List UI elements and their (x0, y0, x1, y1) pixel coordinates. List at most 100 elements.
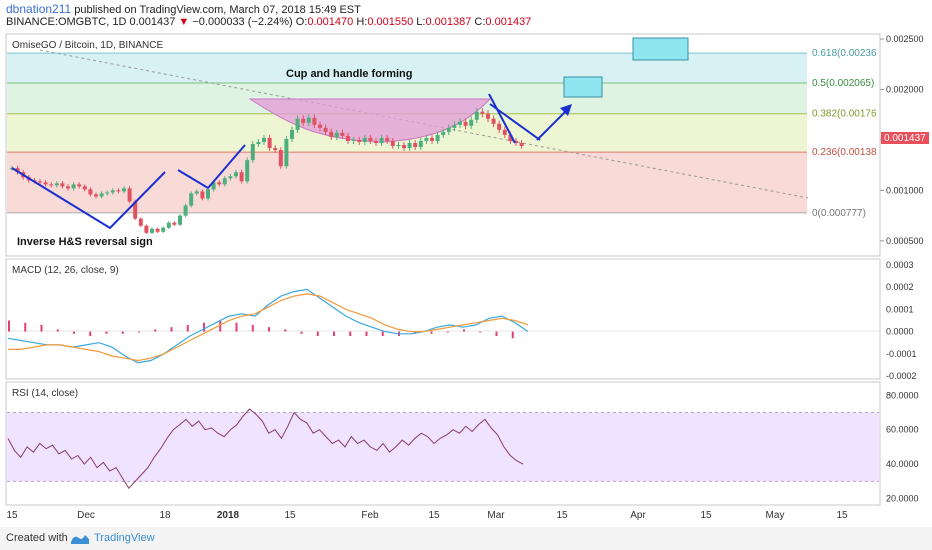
x-tick-label: Feb (361, 510, 379, 521)
candle-body (183, 205, 188, 216)
y-tick-label: 0.001000 (886, 185, 924, 195)
candle-body (346, 135, 350, 141)
x-tick-label: 15 (700, 510, 712, 521)
ohlc-line: BINANCE:OMGBTC, 1D 0.001437 ▼ −0.000033 … (6, 16, 531, 28)
publish-line: dbnation211 published on TradingView.com… (6, 2, 361, 16)
last-price: 0.001437 (129, 16, 176, 28)
candle-body (245, 160, 250, 182)
fib-label-05: 0.5(0.002065) (812, 78, 874, 89)
candle-body (267, 137, 272, 149)
candle-body (262, 137, 266, 142)
change-value: −0.000033 (−2.24%) (192, 16, 293, 28)
candle-body (385, 137, 390, 141)
chart-canvas[interactable]: 0.618(0.00236 0.5(0.002065) 0.382(0.0017… (0, 0, 932, 527)
arrow-head-icon (560, 104, 572, 116)
macd-hist-bar (154, 329, 157, 332)
published-text: published on TradingView.com, March 07, … (74, 4, 361, 16)
breakout-arrow[interactable] (536, 107, 570, 141)
macd-hist-bar (251, 324, 254, 332)
macd-hist-bar (333, 331, 335, 337)
candle-body (357, 139, 362, 142)
candle-body (374, 140, 378, 143)
tradingview-logo-icon (71, 535, 89, 544)
x-tick-label: Dec (77, 510, 95, 521)
macd-hist-bar (381, 331, 384, 337)
candle-body (458, 121, 462, 125)
candle-body (77, 184, 82, 187)
annotation-cup-handle: Cup and handle forming (286, 68, 413, 80)
candle-body (189, 193, 194, 206)
y-tick-label: 0.002000 (886, 85, 924, 95)
cup-drawing-left[interactable] (177, 144, 246, 190)
macd-hist-bar (430, 331, 433, 334)
candle-body (497, 123, 502, 130)
candle-body (413, 142, 418, 148)
candle-body (60, 183, 65, 187)
price-pane-frame (5, 33, 881, 257)
handle-drawing[interactable] (488, 93, 516, 144)
candle-body (284, 138, 289, 167)
candle-body (306, 117, 311, 123)
macd-hist-bar (56, 329, 59, 332)
rsi-pane-frame (5, 381, 881, 506)
handle-drawing-right[interactable] (489, 103, 541, 141)
candle-body (519, 142, 524, 147)
macd-pane-frame (5, 258, 881, 380)
candle-body (502, 129, 507, 135)
candle-body (424, 137, 429, 141)
created-with-label: Created with (6, 532, 68, 544)
fib-label-0236: 0.236(0.00138 (812, 147, 877, 158)
symbol-label: BINANCE:OMGBTC, 1D (6, 16, 127, 28)
macd-hist-bar (349, 331, 352, 337)
candle-body (446, 127, 451, 132)
low-label: L: (416, 16, 426, 28)
fib-label-0382: 0.382(0.00176 (812, 109, 877, 120)
down-arrow-icon: ▼ (178, 16, 190, 28)
macd-hist-bar (511, 331, 514, 339)
candle-body (138, 218, 143, 226)
candle-body (407, 142, 412, 149)
candle-body (514, 140, 518, 143)
candle-body (318, 124, 322, 128)
candle-body (66, 186, 70, 189)
target-box-upper[interactable] (632, 37, 689, 61)
rsi-y-tick-label: 40.0000 (886, 459, 919, 469)
candle-body (390, 140, 395, 147)
rsi-line (7, 408, 524, 490)
macd-hist-bar (8, 320, 10, 332)
rsi-y-tick-label: 60.0000 (886, 425, 919, 435)
candle-body (15, 168, 20, 173)
signal-line (8, 293, 529, 362)
tradingview-link[interactable]: TradingView (94, 532, 155, 544)
macd-hist-bar (89, 331, 92, 337)
macd-histogram (8, 320, 514, 339)
close-value: 0.001437 (485, 16, 532, 28)
rsi-y-tick-label: 20.0000 (886, 494, 919, 504)
candle-body (396, 145, 401, 147)
inverse-hs-drawing[interactable] (11, 167, 166, 230)
macd-hist-bar (40, 324, 43, 332)
time-axis: 15 Dec 18 2018 15 Feb 15 Mar 15 Apr 15 May 15 (6, 510, 848, 521)
rsi-band (7, 412, 879, 482)
candle-body (222, 178, 227, 185)
candle-body (166, 222, 171, 228)
candle-body (329, 131, 334, 137)
x-tick-label: 15 (284, 510, 296, 521)
macd-y-tick-label: -0.0002 (886, 371, 917, 381)
candle-body (122, 188, 126, 192)
macd-hist-bar (121, 331, 124, 334)
candle-body (110, 190, 115, 193)
open-value: 0.001470 (307, 16, 354, 28)
high-label: H: (356, 16, 368, 28)
price-pane-title: OmiseGO / Bitcoin, 1D, BINANCE (12, 40, 163, 51)
candle-body (301, 118, 306, 123)
candle-body (94, 194, 98, 197)
macd-hist-bar (24, 322, 27, 332)
candle-body (217, 182, 222, 185)
author-link[interactable]: dbnation211 (6, 2, 72, 16)
target-box-mid[interactable] (563, 76, 603, 98)
open-label: O: (295, 16, 308, 28)
rsi-y-tick-label: 80.0000 (886, 390, 919, 400)
rsi-y-axis: 80.0000 60.0000 40.0000 20.0000 (886, 390, 919, 503)
candle-body (290, 129, 294, 139)
